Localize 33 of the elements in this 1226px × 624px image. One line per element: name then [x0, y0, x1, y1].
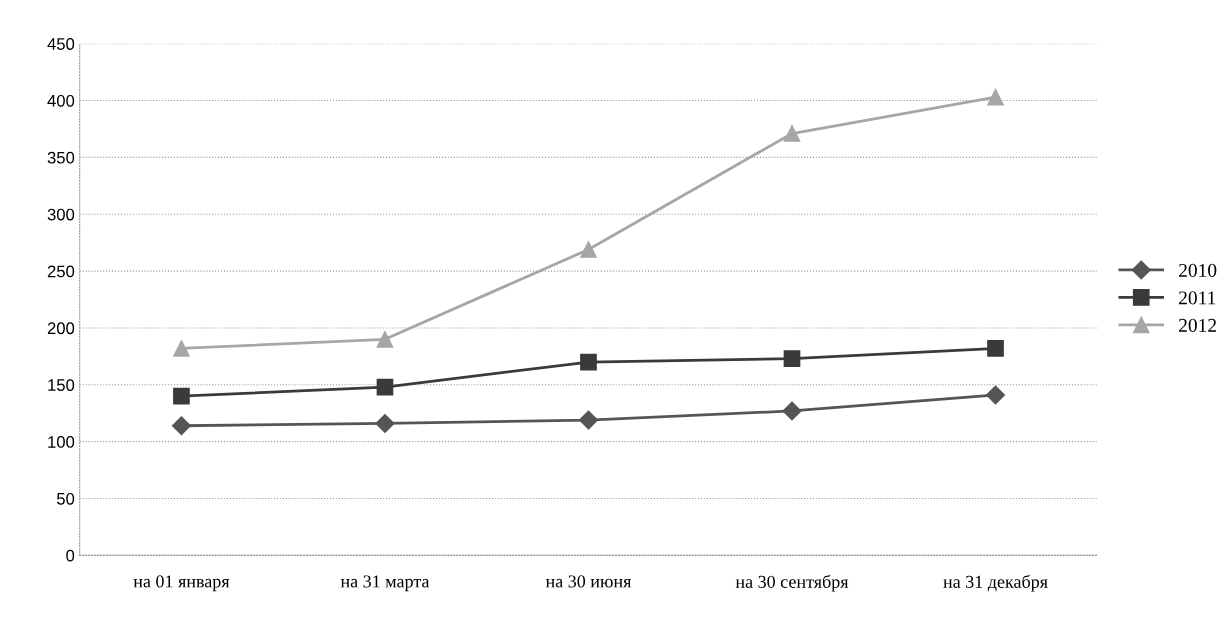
y-tick-label: 300 — [47, 208, 75, 221]
point — [578, 410, 599, 430]
y-tick-label: 200 — [47, 322, 75, 335]
y-tick-label: 50 — [56, 492, 75, 505]
legend-label: 2011 — [1179, 291, 1216, 305]
y-tick-label: 350 — [47, 151, 75, 164]
y-tick-label: 0 — [66, 549, 75, 562]
point — [783, 125, 801, 142]
x-tick-label: на 01 января — [133, 575, 230, 592]
point — [580, 353, 597, 371]
point — [985, 385, 1006, 405]
point — [173, 340, 190, 357]
point — [987, 88, 1004, 106]
point — [987, 340, 1004, 357]
point — [782, 401, 802, 421]
x-tick-label: на 31 марта — [340, 575, 430, 592]
legend-label: 2010 — [1179, 263, 1217, 277]
legend-label: 2012 — [1179, 318, 1217, 332]
y-tick-label: 450 — [47, 38, 75, 50]
point — [173, 387, 190, 405]
x-tick-label: на 31 декабря — [943, 574, 1048, 592]
point — [375, 413, 395, 433]
y-tick-label: 150 — [48, 379, 75, 391]
y-tick-label: 400 — [47, 94, 75, 107]
y-tick-label: 250 — [47, 265, 75, 278]
point — [171, 416, 191, 436]
point — [376, 330, 394, 348]
x-tick-label: на 30 июня — [545, 575, 632, 588]
point — [376, 378, 394, 396]
point — [580, 241, 597, 258]
y-tick-label: 100 — [48, 436, 75, 448]
point — [783, 350, 801, 367]
x-tick-label: на 30 сентября — [735, 574, 849, 592]
